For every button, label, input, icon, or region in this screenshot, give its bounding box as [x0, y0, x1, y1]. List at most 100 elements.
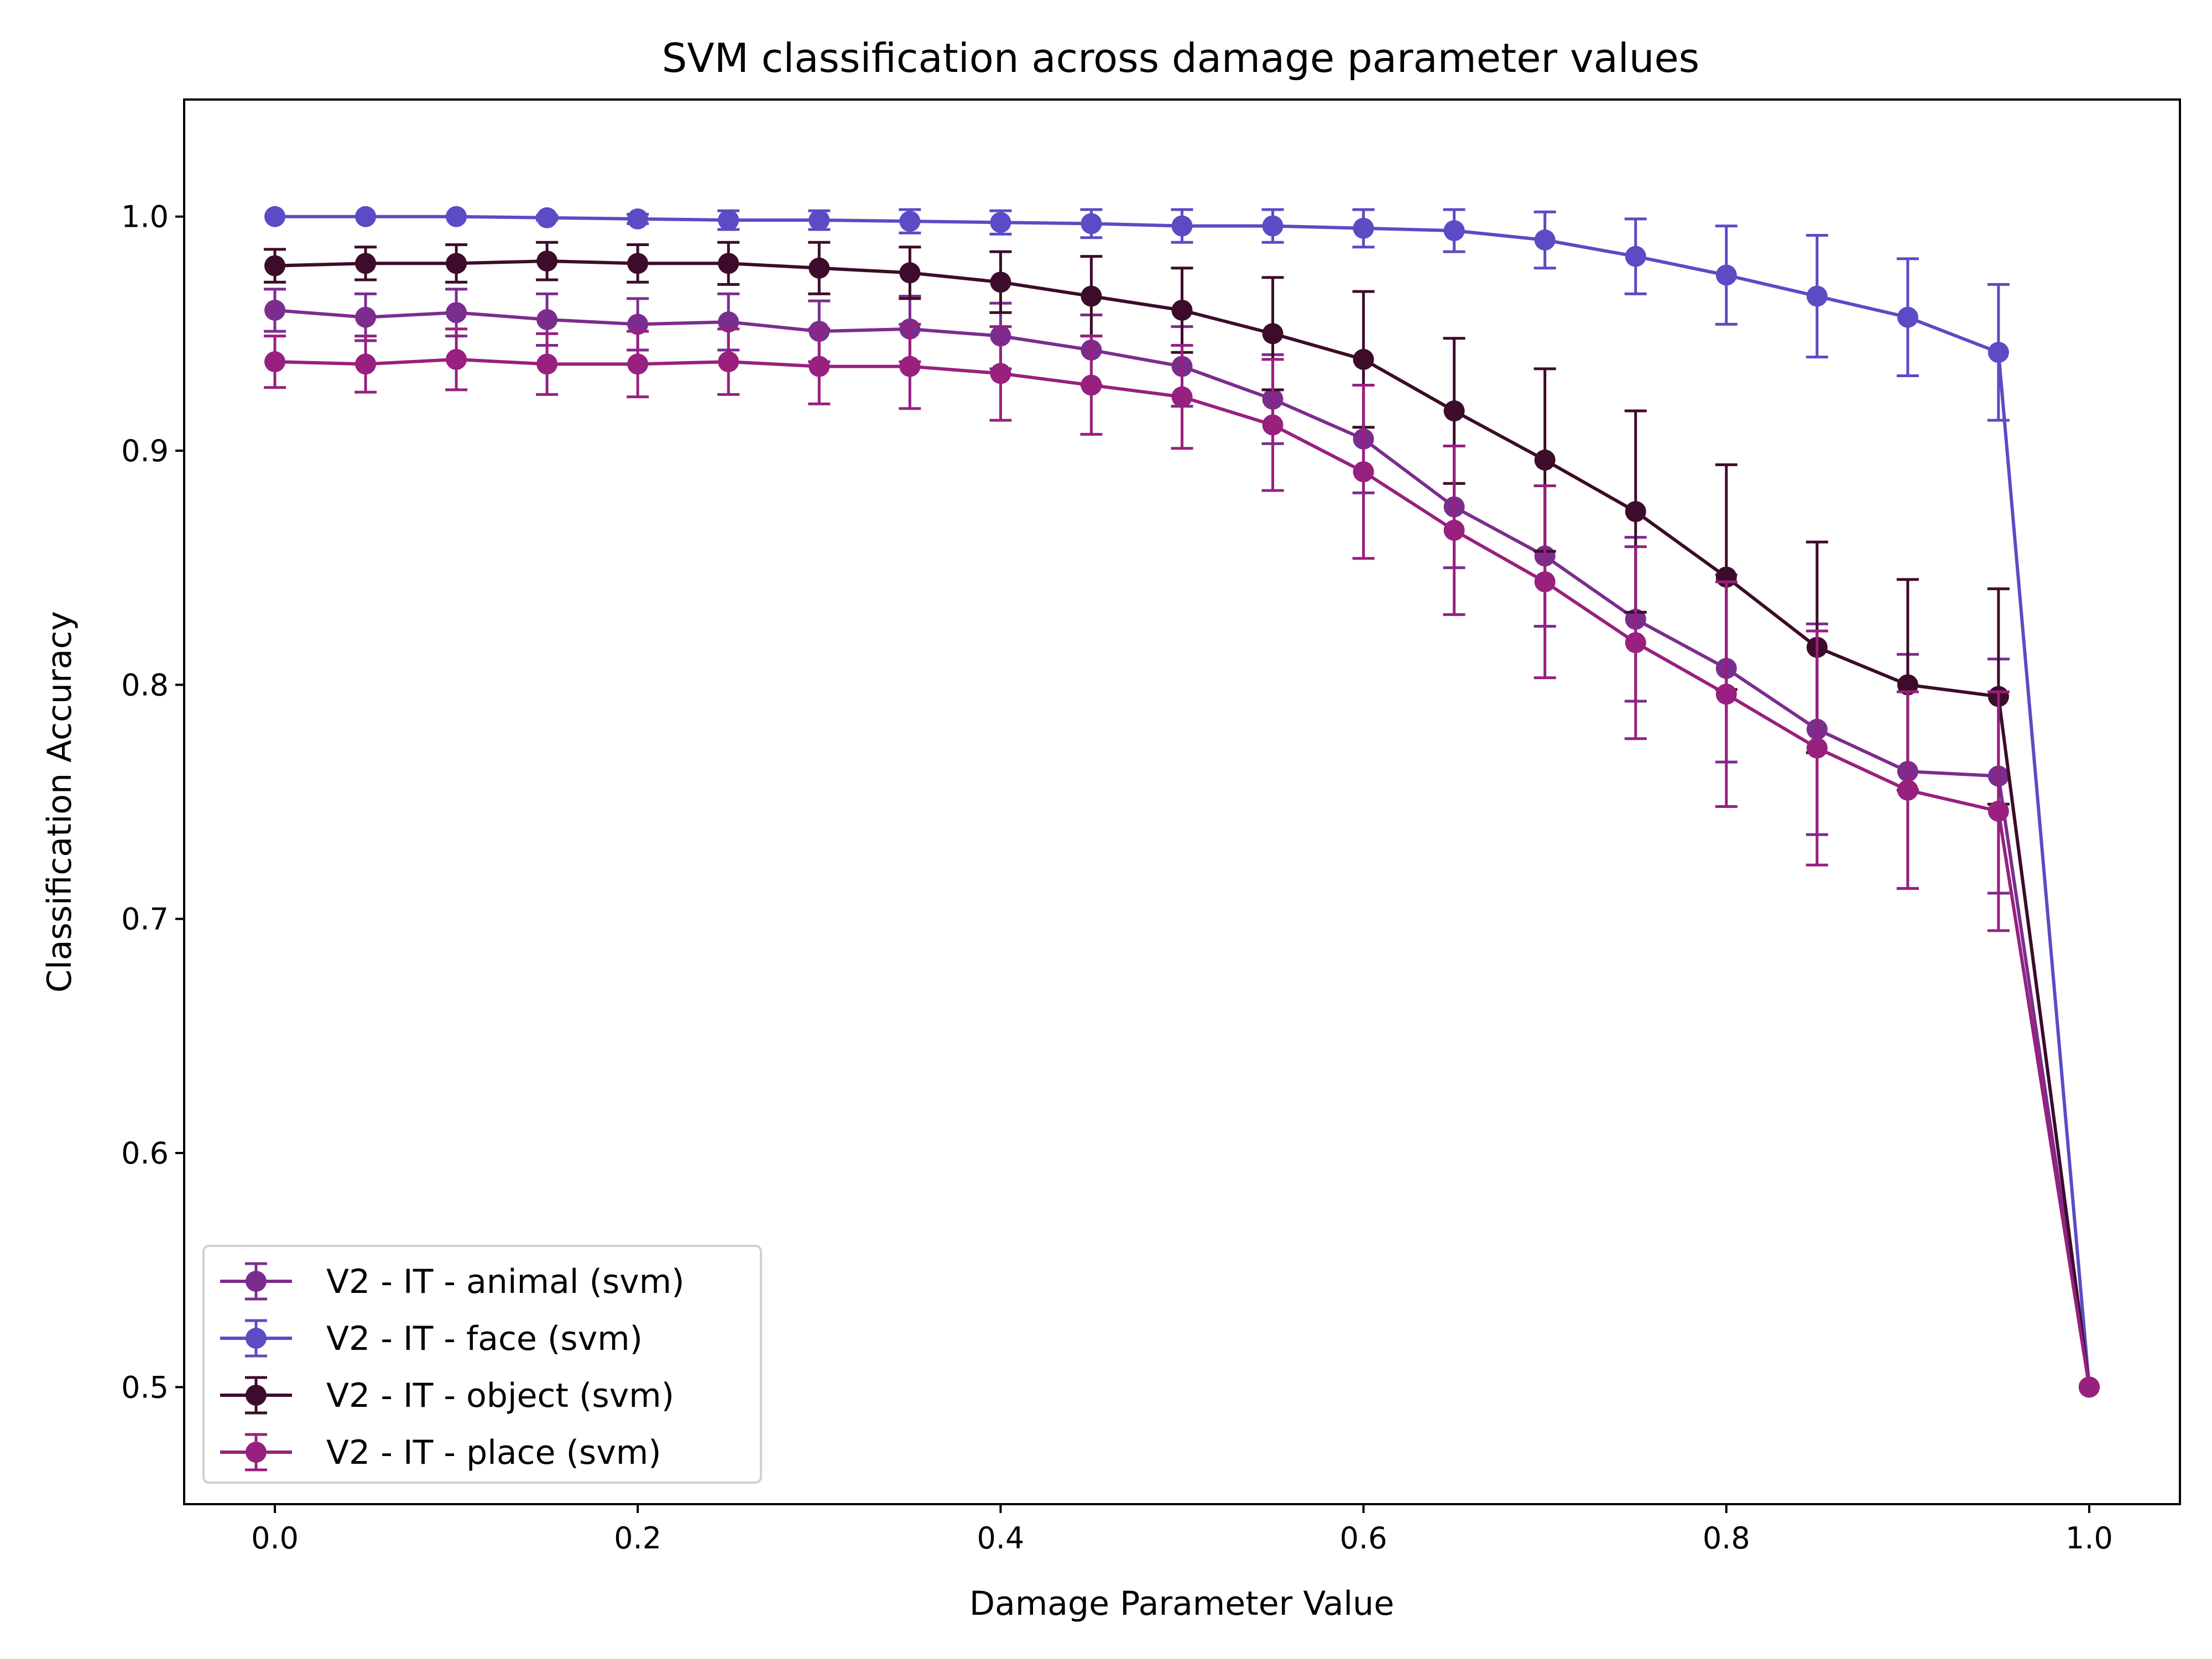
legend-label: V2 - IT - place (svm)	[326, 1433, 661, 1472]
y-tick-label: 0.8	[121, 667, 169, 702]
x-tick-label: 0.4	[977, 1521, 1024, 1556]
data-point	[536, 251, 558, 272]
data-point	[2078, 1376, 2100, 1398]
data-point	[1171, 300, 1193, 321]
series-line	[274, 357, 2091, 1387]
data-point	[1171, 215, 1193, 237]
data-point	[536, 353, 558, 375]
data-point	[808, 210, 830, 231]
legend-handle	[220, 1262, 292, 1301]
chart-title: SVM classification across damage paramet…	[662, 35, 1699, 81]
data-point	[1897, 779, 1918, 801]
data-point	[1987, 800, 2009, 822]
x-tick-label: 0.2	[614, 1521, 661, 1556]
data-point	[355, 306, 377, 328]
data-point	[1353, 348, 1374, 370]
data-point	[1262, 414, 1284, 436]
data-point	[1353, 461, 1374, 483]
legend-handle	[220, 1376, 292, 1415]
data-point	[1443, 220, 1465, 242]
x-tick-label: 1.0	[2065, 1521, 2113, 1556]
data-point	[446, 348, 467, 370]
x-tick-label: 0.0	[251, 1521, 299, 1556]
data-point	[1443, 400, 1465, 422]
plot-area-frame	[183, 98, 2181, 1505]
legend-marker	[246, 1271, 267, 1292]
data-point	[808, 356, 830, 377]
data-point	[264, 300, 286, 321]
data-point	[1081, 213, 1102, 234]
data-point	[264, 206, 286, 227]
data-point	[990, 212, 1011, 233]
data-point	[264, 255, 286, 276]
data-point	[1353, 217, 1374, 239]
data-point	[536, 207, 558, 228]
data-point	[718, 253, 739, 274]
data-point	[718, 311, 739, 333]
x-tick-label: 0.6	[1340, 1521, 1387, 1556]
data-point	[627, 353, 649, 375]
legend-marker	[246, 1328, 267, 1349]
y-tick-label: 1.0	[121, 200, 169, 234]
data-point	[1534, 571, 1556, 593]
data-point	[1171, 386, 1193, 408]
data-point	[1987, 342, 2009, 363]
data-point	[446, 206, 467, 227]
legend-handle	[220, 1319, 292, 1358]
data-point	[899, 356, 921, 377]
data-point	[627, 314, 649, 335]
data-point	[1806, 285, 1828, 307]
data-point	[990, 363, 1011, 384]
data-point	[1262, 323, 1284, 345]
y-tick-label: 0.9	[121, 434, 169, 468]
data-point	[1262, 215, 1284, 237]
y-tick-label: 0.7	[121, 902, 169, 937]
data-point	[627, 253, 649, 274]
data-point	[1897, 306, 1918, 328]
x-tick-label: 0.8	[1703, 1521, 1750, 1556]
y-axis: 0.5 0.6 0.7 0.8 0.9 1.0	[121, 200, 184, 1405]
series-0	[264, 288, 2100, 1398]
data-point	[446, 302, 467, 324]
legend-box	[202, 1245, 762, 1484]
data-point	[1806, 737, 1828, 759]
legend-marker	[246, 1442, 267, 1463]
data-point	[1081, 285, 1102, 307]
series-3	[264, 322, 2100, 1398]
legend-label: V2 - IT - object (svm)	[326, 1376, 674, 1415]
data-point	[627, 208, 649, 229]
y-axis-title: Classification Accuracy	[40, 611, 79, 993]
data-point	[1443, 519, 1465, 541]
y-tick-label: 0.6	[121, 1136, 169, 1171]
legend-handle	[220, 1433, 292, 1472]
data-point	[718, 210, 739, 231]
data-point	[1897, 674, 1918, 696]
data-point	[1625, 501, 1646, 523]
x-axis-title: Damage Parameter Value	[969, 1584, 1394, 1623]
y-tick-label: 0.5	[121, 1370, 169, 1405]
data-point	[808, 257, 830, 279]
legend: V2 - IT - animal (svm) V2 - IT - face (sv…	[202, 1245, 762, 1484]
data-point	[1081, 374, 1102, 396]
series-1	[264, 206, 2100, 1398]
data-point	[1625, 632, 1646, 654]
data-point	[264, 351, 286, 373]
data-point	[1534, 449, 1556, 471]
data-point	[1715, 264, 1737, 286]
legend-label: V2 - IT - animal (svm)	[326, 1262, 685, 1301]
data-point	[355, 253, 377, 274]
legend-label: V2 - IT - face (svm)	[326, 1319, 643, 1358]
data-point	[355, 353, 377, 375]
data-point	[446, 253, 467, 274]
data-point	[899, 262, 921, 284]
data-point	[899, 211, 921, 232]
data-point	[1534, 229, 1556, 251]
data-point	[718, 351, 739, 373]
series-layer	[264, 206, 2100, 1398]
x-axis: 0.0 0.2 0.4 0.6 0.8 1.0	[251, 1504, 2113, 1556]
data-point	[536, 309, 558, 330]
data-point	[355, 206, 377, 227]
data-point	[1715, 684, 1737, 705]
legend-marker	[246, 1385, 267, 1406]
